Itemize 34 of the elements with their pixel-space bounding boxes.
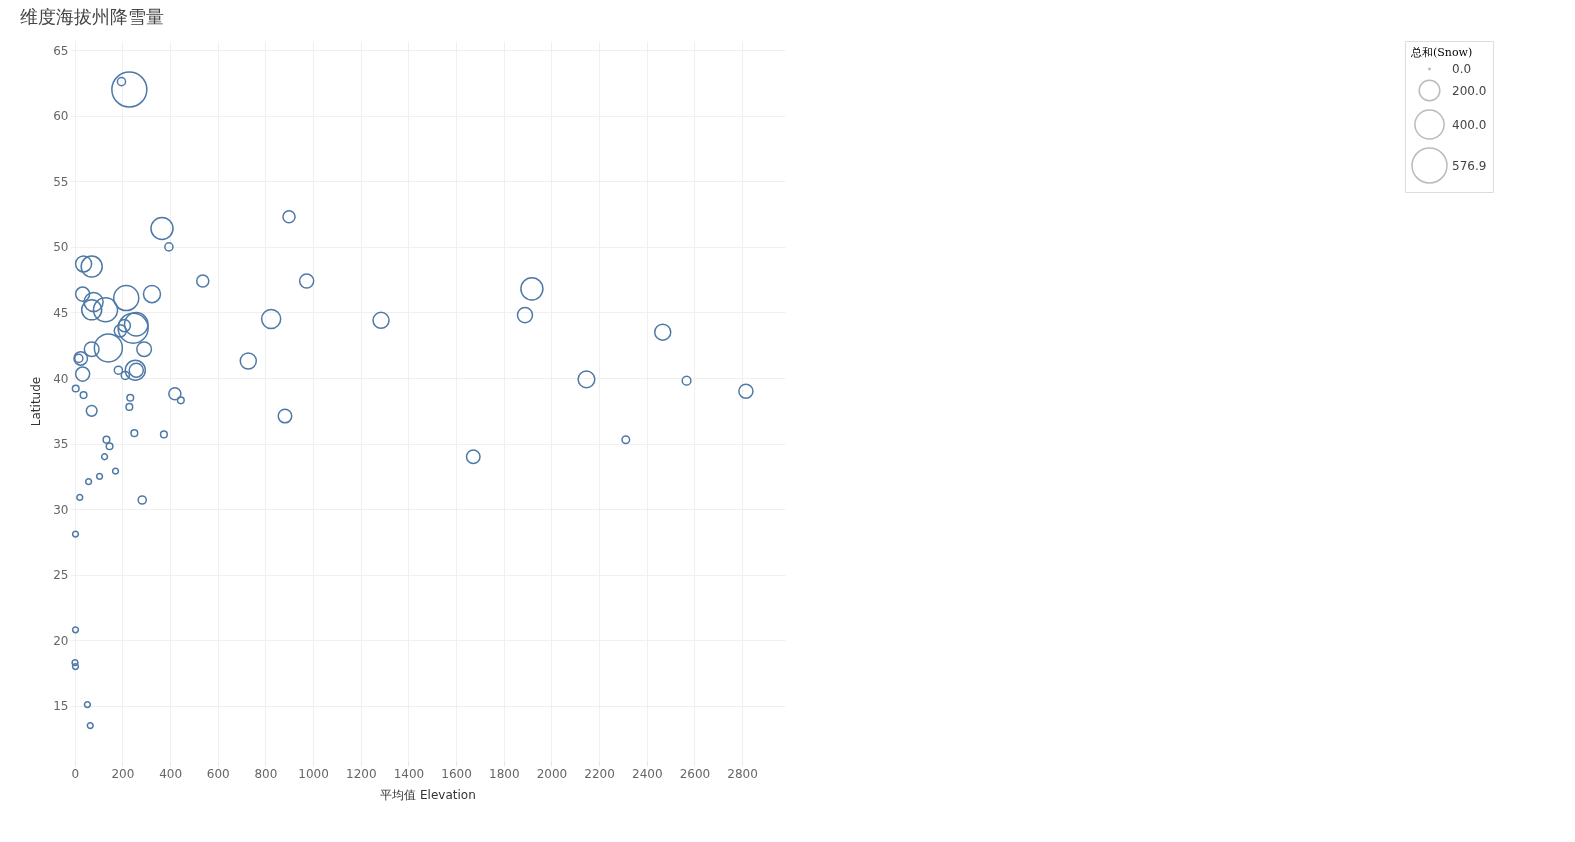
x-tick-label: 1000 [298,766,329,781]
y-tick-label: 35 [53,437,69,452]
legend-label: 576.9 [1452,158,1487,173]
chart-title: 维度海拔州降雪量 [20,5,164,27]
y-tick-label: 60 [53,109,69,124]
legend-label: 200.0 [1452,83,1487,98]
x-tick-label: 1800 [488,766,520,781]
x-tick-label: 2800 [727,766,758,781]
y-axis-title: Latitude [29,376,44,427]
y-tick-label: 50 [53,240,69,255]
y-tick-label: 40 [53,371,69,386]
y-tick-label: 45 [53,305,69,320]
x-tick-label: 400 [159,766,183,781]
x-tick-label: 1200 [345,766,377,781]
x-tick-label: 1600 [441,766,472,781]
y-tick-label: 30 [53,502,69,517]
x-tick-label: 2200 [584,766,615,781]
x-tick-label: 2400 [631,766,663,781]
x-tick-label: 600 [206,766,230,781]
x-tick-label: 1400 [393,766,425,781]
legend-label: 400.0 [1452,117,1487,132]
legend-title: 总和(Snow) [1410,46,1473,59]
x-tick-label: 0 [71,766,80,781]
y-tick-label: 65 [53,43,69,58]
x-tick-label: 2000 [536,766,568,781]
y-tick-label: 55 [53,174,69,189]
x-axis-title: 平均值 Elevation [380,787,476,802]
y-tick-label: 15 [53,699,69,714]
x-tick-label: 800 [254,766,278,781]
legend-label: 0.0 [1452,62,1472,76]
x-tick-label: 2600 [679,766,711,781]
x-tick-label: 200 [111,766,135,781]
y-tick-label: 20 [53,633,69,648]
y-tick-label: 25 [53,568,69,583]
